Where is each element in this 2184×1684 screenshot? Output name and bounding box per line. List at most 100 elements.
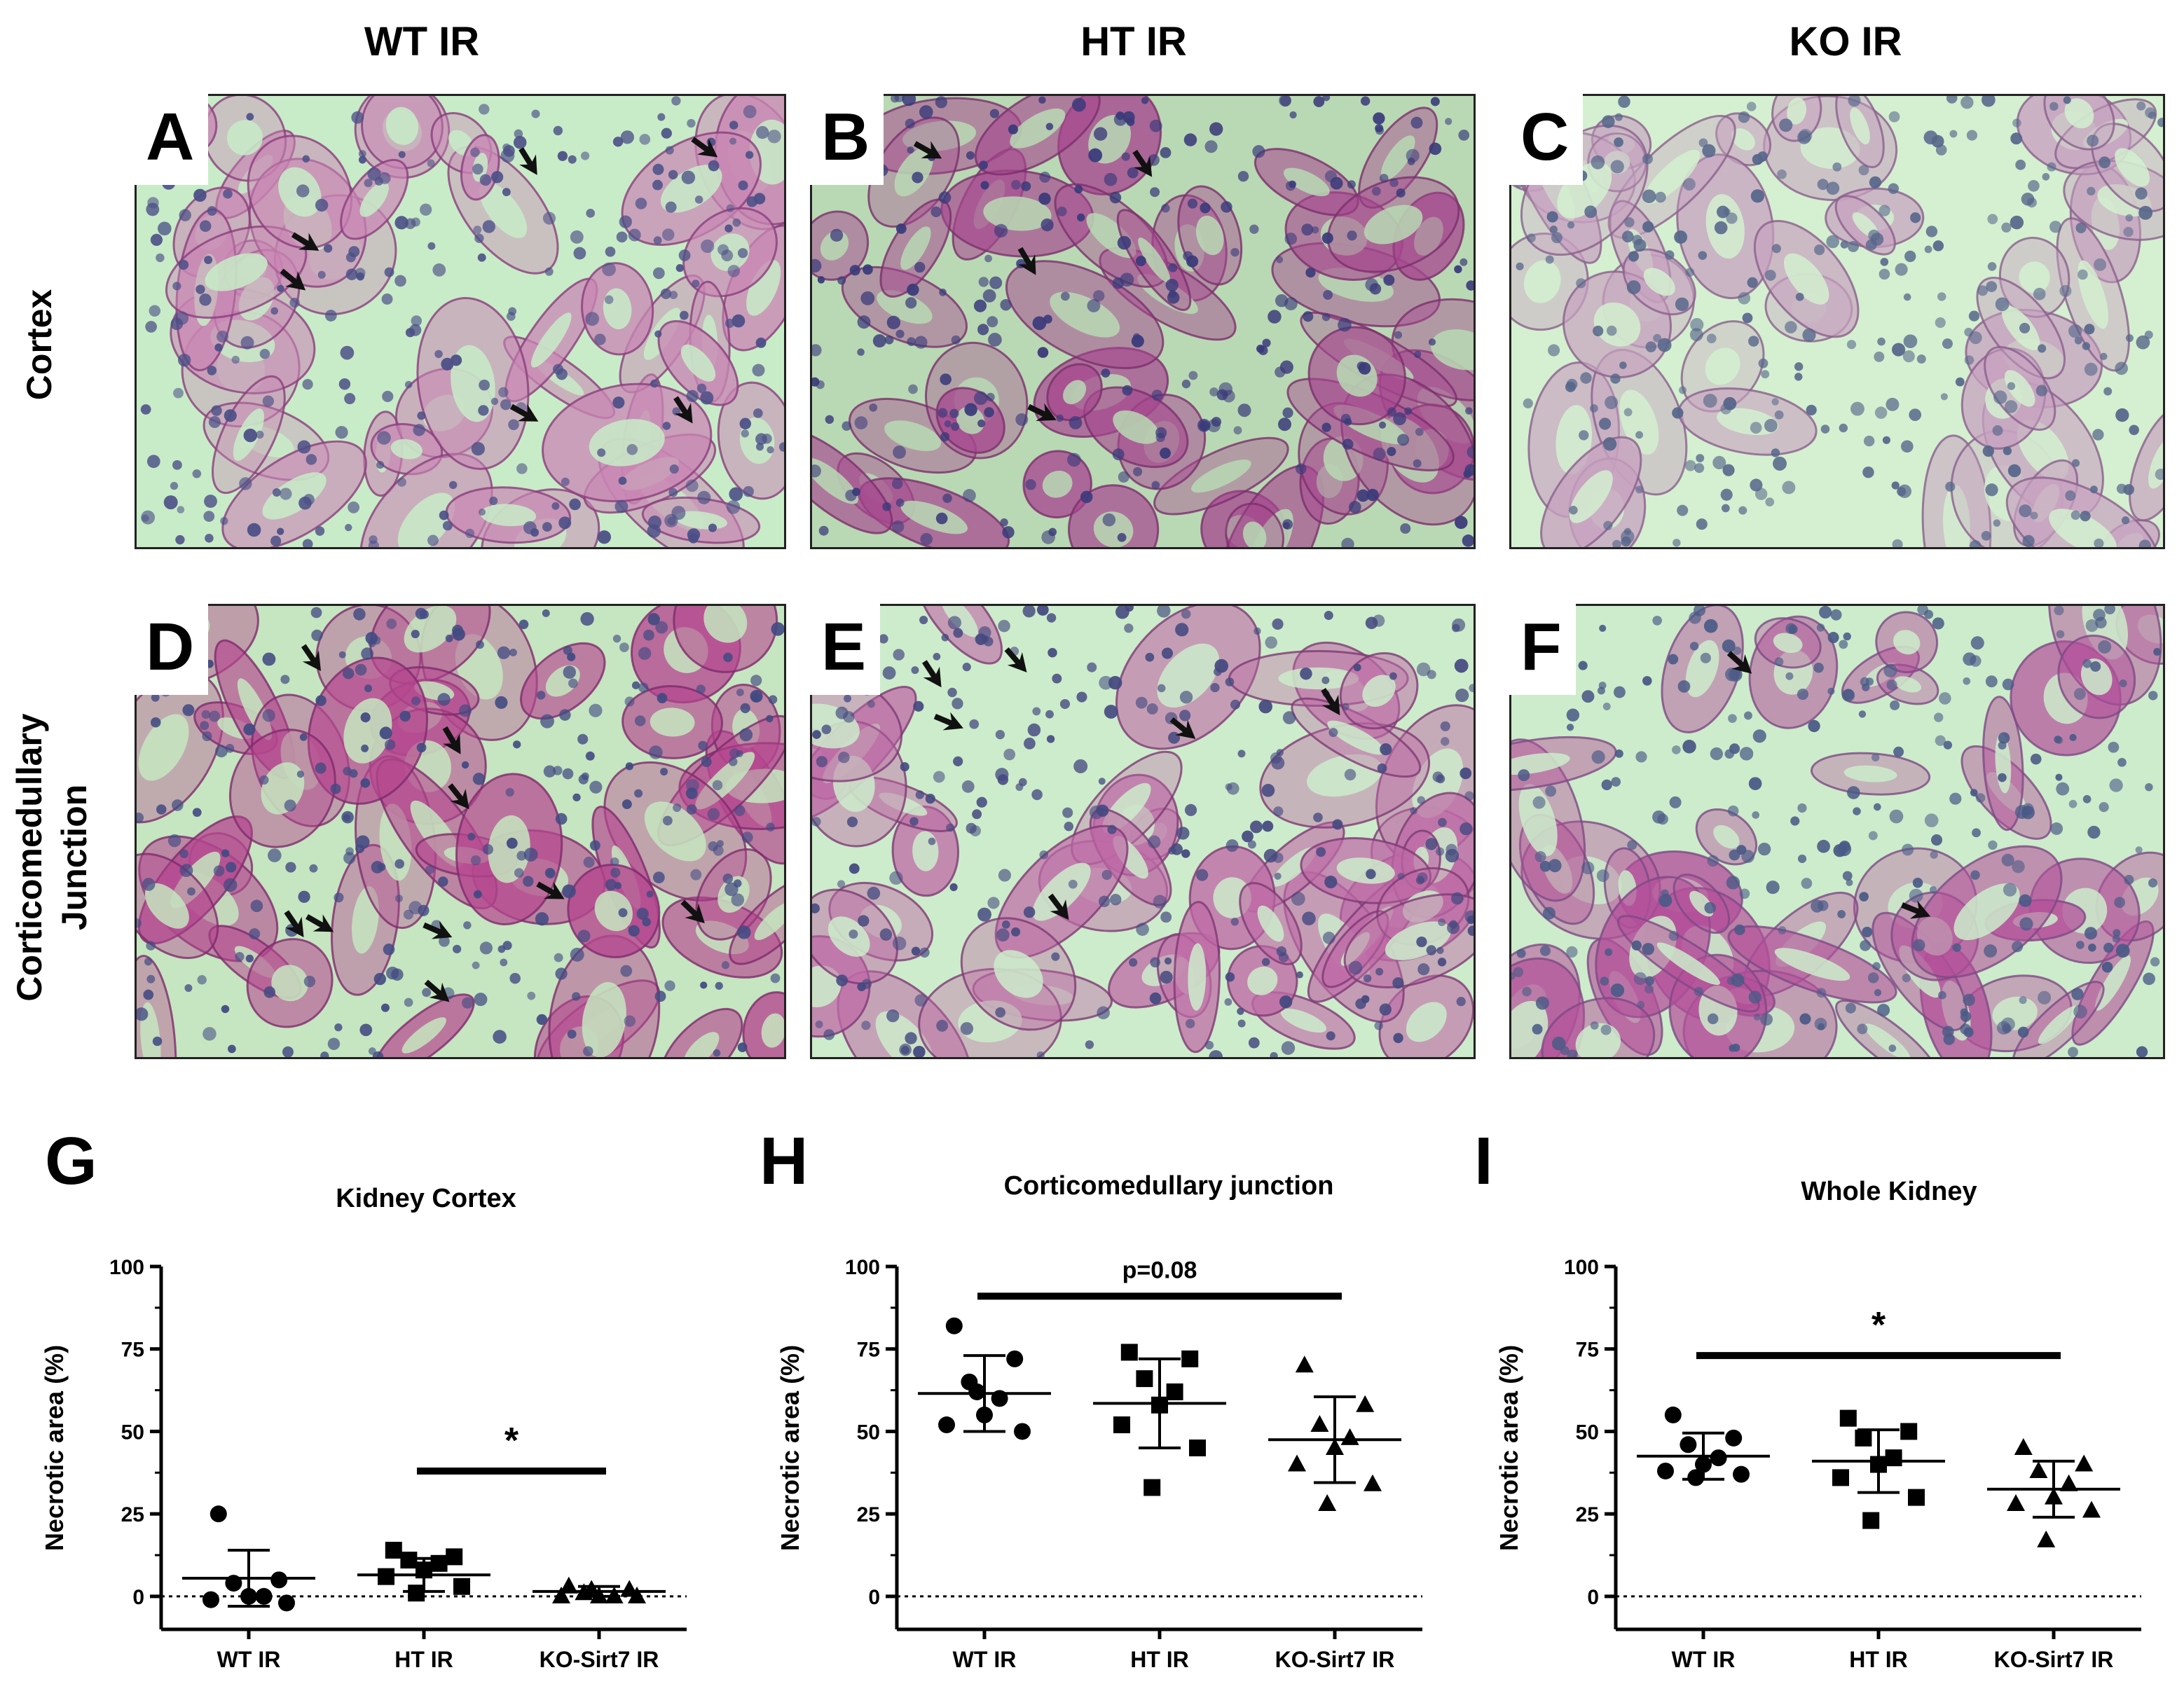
data-point: [1288, 1454, 1306, 1472]
panel-letter-c: C: [1509, 94, 1584, 185]
data-point: [2014, 1438, 2033, 1455]
y-tick-label: 75: [1576, 1339, 1599, 1362]
data-point: [1136, 1370, 1153, 1388]
data-point: [552, 1586, 570, 1603]
data-point: [1181, 1350, 1199, 1367]
significance-label: *: [1871, 1305, 1886, 1346]
panel-letter-a: A: [135, 94, 209, 185]
y-axis-label: Necrotic area (%): [1497, 1345, 1523, 1551]
plot-title-h: Corticomedullary junction: [1003, 1171, 1334, 1201]
arrow-icon: [1004, 647, 1027, 672]
data-point: [1664, 1406, 1682, 1423]
arrow-icon: [1017, 247, 1036, 275]
y-tick-label: 50: [121, 1421, 144, 1444]
y-tick-label: 50: [857, 1421, 880, 1444]
panel-letter-i: I: [1474, 1124, 1493, 1199]
data-point: [408, 1585, 425, 1602]
arrow-icon: [305, 913, 334, 932]
data-point: [202, 1591, 219, 1608]
data-point: [628, 1586, 646, 1603]
data-point: [2029, 1461, 2048, 1478]
x-tick-label: WT IR: [1672, 1647, 1736, 1672]
data-point: [1908, 1489, 1925, 1506]
micrograph-ko-junction: [1509, 604, 2165, 1059]
data-point: [1006, 1350, 1024, 1367]
arrow-icon: [922, 660, 942, 688]
y-tick-label: 100: [109, 1256, 144, 1279]
y-tick-label: 25: [121, 1503, 144, 1526]
arrow-icon: [424, 979, 450, 1002]
x-tick-label: WT IR: [217, 1647, 281, 1672]
micrograph-ko-cortex: [1509, 94, 2165, 549]
data-point: [1120, 1344, 1138, 1361]
column-title-ko: KO IR: [1789, 19, 1902, 64]
significance-label: p=0.08: [1122, 1257, 1197, 1283]
arrow-icon: [680, 899, 705, 924]
panel-letter-f: F: [1509, 604, 1576, 695]
data-point: [1310, 1415, 1329, 1433]
plot-title-g: Kidney Cortex: [336, 1184, 516, 1213]
arrow-icon: [1900, 900, 1931, 919]
arrow-icon: [280, 268, 306, 291]
data-point: [1189, 1440, 1206, 1456]
arrow-icon: [448, 783, 469, 810]
data-point: [378, 1568, 394, 1585]
significance-label: *: [504, 1421, 519, 1461]
micrograph-wt-cortex: [135, 94, 786, 549]
y-tick-label: 0: [1587, 1586, 1599, 1609]
data-point: [1143, 1479, 1161, 1496]
panel-letter-d: D: [135, 604, 209, 695]
y-tick-label: 25: [857, 1503, 880, 1526]
panel-letter-e: E: [810, 604, 881, 695]
column-title-wt: WT IR: [364, 19, 480, 64]
arrow-icon: [291, 232, 320, 251]
y-axis-label: Necrotic area (%): [42, 1345, 69, 1551]
scatter-plot-whole-kidney: Necrotic area (%) 0 25 50 75 100 WT IR HT IR KO-…: [1497, 1247, 2169, 1681]
data-point: [255, 1587, 273, 1605]
arrow-icon: [284, 910, 304, 937]
data-point: [1364, 1474, 1382, 1491]
arrow-icon: [509, 403, 539, 422]
x-tick-label: HT IR: [1849, 1647, 1908, 1672]
data-point: [1014, 1423, 1031, 1440]
arrow-icon: [536, 881, 565, 899]
y-tick-label: 75: [857, 1339, 880, 1362]
data-point: [2059, 1474, 2078, 1491]
data-point: [446, 1548, 463, 1566]
scatter-plot-corticomedullary: Necrotic area (%) 0 25 50 75 100 WT IR HT IR KO-…: [778, 1247, 1450, 1681]
arrow-icon: [913, 141, 942, 159]
arrow-icon: [691, 137, 718, 158]
column-title-ht: HT IR: [1080, 19, 1187, 64]
arrow-icon: [1169, 717, 1196, 739]
x-tick-label: WT IR: [953, 1647, 1017, 1672]
data-point: [1680, 1436, 1697, 1454]
data-point: [270, 1571, 288, 1589]
y-tick-label: 100: [845, 1256, 880, 1279]
micrograph-ht-cortex: [810, 94, 1476, 549]
data-point: [2082, 1500, 2101, 1518]
arrow-icon: [518, 147, 537, 175]
panel-letter-h: H: [760, 1124, 809, 1199]
data-point: [1295, 1355, 1314, 1373]
x-tick-label: HT IR: [1130, 1647, 1189, 1672]
arrow-icon: [1048, 893, 1069, 920]
data-point: [945, 1317, 963, 1334]
data-point: [1318, 1494, 1337, 1512]
data-point: [1832, 1469, 1849, 1486]
panel-letter-g: G: [45, 1124, 97, 1199]
data-point: [1356, 1395, 1375, 1412]
y-axis-label: Necrotic area (%): [778, 1345, 804, 1551]
arrow-icon: [933, 712, 963, 731]
data-point: [1657, 1462, 1674, 1479]
data-point: [1340, 1428, 1359, 1445]
arrow-icon: [1726, 651, 1752, 674]
data-point: [2037, 1530, 2056, 1547]
arrow-icon: [301, 644, 322, 672]
data-point: [1862, 1512, 1880, 1529]
data-point: [1725, 1429, 1743, 1447]
arrow-icon: [423, 920, 453, 939]
data-point: [210, 1505, 227, 1523]
x-tick-label: KO-Sirt7 IR: [540, 1647, 659, 1672]
data-point: [1900, 1423, 1918, 1440]
arrow-icon: [673, 396, 693, 424]
